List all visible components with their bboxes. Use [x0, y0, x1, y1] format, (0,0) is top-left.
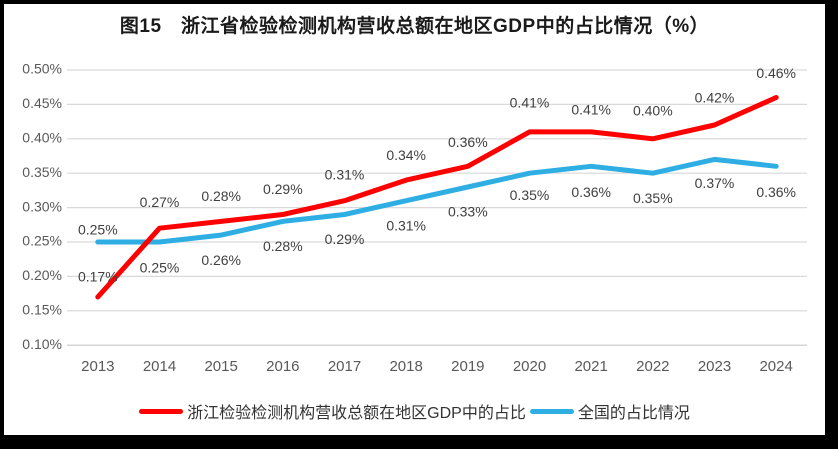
y-tick-label: 0.45%: [22, 95, 62, 111]
chart-canvas: 图15 浙江省检验检测机构营收总额在地区GDP中的占比情况（%） 0.50% 0.…: [4, 4, 825, 435]
chart-title: 图15 浙江省检验检测机构营收总额在地区GDP中的占比情况（%）: [119, 16, 710, 37]
x-tick-label: 2023: [698, 358, 731, 375]
data-label-series-0: 0.42%: [695, 90, 735, 106]
data-label-series-0: 0.31%: [325, 166, 365, 182]
x-tick-label: 2022: [636, 358, 669, 375]
data-label-series-0: 0.34%: [386, 147, 426, 163]
y-tick-label: 0.25%: [22, 233, 62, 249]
legend-label-national: 全国的占比情况: [577, 405, 690, 422]
data-label-series-0: 0.27%: [140, 194, 180, 210]
data-label-series-1: 0.36%: [571, 184, 611, 200]
series-line-1: [95, 156, 779, 245]
series-line-0: [95, 95, 779, 300]
y-tick-label: 0.15%: [22, 302, 62, 318]
x-tick-label: 2015: [204, 358, 237, 375]
data-label-series-1: 0.29%: [325, 231, 365, 247]
chart-legend: 浙江检验检测机构营收总额在地区GDP中的占比 全国的占比情况: [4, 399, 825, 423]
x-tick-label: 2016: [266, 358, 299, 375]
x-tick-label: 2014: [143, 358, 176, 375]
y-tick-label: 0.10%: [22, 336, 62, 352]
data-label-series-0: 0.17%: [78, 269, 118, 285]
data-label-series-0: 0.36%: [448, 134, 488, 150]
legend-swatch-zhejiang-line: [139, 408, 184, 414]
data-label-series-0: 0.46%: [756, 65, 796, 81]
y-tick-label: 0.50%: [22, 61, 62, 77]
x-tick-label: 2017: [328, 358, 361, 375]
x-tick-label: 2021: [574, 358, 607, 375]
x-tick-label: 2018: [389, 358, 422, 375]
data-label-series-1: 0.28%: [263, 238, 303, 254]
data-label-series-1: 0.33%: [448, 204, 488, 220]
x-tick-label: 2013: [81, 358, 114, 375]
data-label-series-1: 0.36%: [756, 184, 796, 200]
data-label-series-1: 0.25%: [140, 260, 180, 276]
data-label-series-0: 0.41%: [510, 95, 550, 111]
data-label-series-0: 0.29%: [263, 181, 303, 197]
x-tick-label: 2024: [759, 358, 792, 375]
data-label-series-1: 0.37%: [695, 175, 735, 191]
x-tick-label: 2020: [513, 358, 546, 375]
data-label-series-1: 0.35%: [510, 187, 550, 203]
y-tick-label: 0.20%: [22, 267, 62, 283]
y-tick-label: 0.40%: [22, 130, 62, 146]
data-label-series-1: 0.31%: [386, 217, 426, 233]
data-label-series-0: 0.40%: [633, 103, 673, 119]
data-label-series-1: 0.26%: [201, 252, 241, 268]
legend-swatch-national-line: [529, 408, 574, 414]
data-label-series-0: 0.28%: [201, 188, 241, 204]
y-tick-label: 0.35%: [22, 164, 62, 180]
data-label-series-0: 0.41%: [571, 102, 611, 118]
y-tick-label: 0.30%: [22, 198, 62, 214]
data-label-series-1: 0.25%: [78, 222, 118, 238]
data-label-series-1: 0.35%: [633, 190, 673, 206]
line-chart-plot-area: 0.50% 0.45% 0.40% 0.35% 0.30% 0.25% 0.20% 0.15%…: [22, 61, 807, 375]
x-tick-label: 2019: [451, 358, 484, 375]
legend-label-zhejiang: 浙江检验检测机构营收总额在地区GDP中的占比: [187, 405, 526, 422]
